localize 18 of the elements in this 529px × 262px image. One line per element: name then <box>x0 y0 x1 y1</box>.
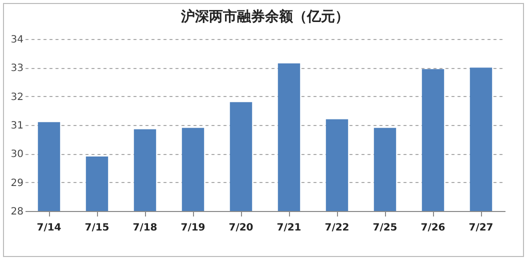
x-tick-label: 7/15 <box>84 222 110 234</box>
y-tick-label: 31 <box>10 120 24 132</box>
x-tick-label: 7/19 <box>180 222 206 234</box>
y-tick-label: 28 <box>10 206 24 218</box>
x-tick-label: 7/27 <box>468 222 494 234</box>
x-tick-label: 7/21 <box>276 222 302 234</box>
y-tick-label: 30 <box>10 149 24 160</box>
y-tick-label: 33 <box>10 63 24 74</box>
x-tick-label: 7/20 <box>228 222 254 234</box>
x-tick-label: 7/25 <box>372 222 398 234</box>
y-tick-label: 29 <box>10 178 24 189</box>
y-tick-label: 32 <box>10 92 24 103</box>
x-tick-label: 7/18 <box>132 222 158 234</box>
x-tick-label: 7/22 <box>324 222 350 234</box>
x-tick-label: 7/26 <box>420 222 446 234</box>
chart-title: 沪深两市融券余额（亿元） <box>180 8 349 25</box>
x-tick-label: 7/14 <box>36 222 62 234</box>
y-tick-label: 34 <box>10 34 24 46</box>
